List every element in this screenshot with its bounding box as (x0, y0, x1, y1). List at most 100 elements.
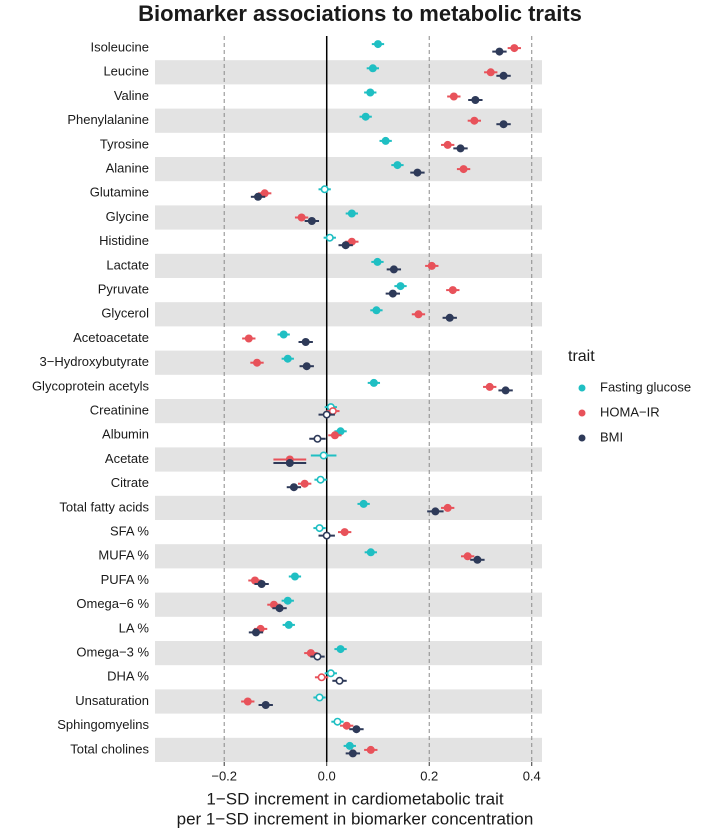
point (359, 499, 368, 508)
point (335, 676, 344, 685)
x-axis-title: per 1−SD increment in biomarker concentr… (177, 809, 534, 828)
point (427, 261, 436, 270)
point (499, 71, 508, 80)
point (347, 237, 356, 246)
point (336, 427, 345, 436)
point (388, 289, 397, 298)
point (302, 362, 311, 371)
point (325, 233, 334, 242)
point (499, 120, 508, 129)
point (254, 192, 263, 201)
point (306, 649, 315, 658)
y-tick-label: Acetoacetate (73, 330, 149, 345)
legend-title: trait (568, 348, 595, 365)
point (322, 531, 331, 540)
row-band (155, 399, 542, 424)
point (320, 185, 329, 194)
point (290, 572, 299, 581)
point (261, 701, 270, 709)
point (445, 313, 454, 322)
row-band (155, 253, 542, 278)
row-band (155, 544, 542, 569)
y-tick-label: Acetate (105, 451, 149, 466)
point (307, 217, 316, 225)
point (413, 168, 422, 177)
point (485, 382, 494, 391)
point (366, 88, 375, 97)
point (389, 265, 398, 274)
point (431, 507, 440, 516)
point (315, 693, 324, 702)
point (316, 475, 325, 484)
point (313, 652, 322, 661)
x-tick-label: 0.0 (318, 768, 336, 783)
legend-marker (578, 434, 586, 442)
point (244, 334, 253, 343)
y-tick-label: Glycoprotein acetyls (32, 378, 150, 393)
legend-marker (578, 384, 586, 392)
point (471, 96, 480, 104)
point (456, 144, 465, 153)
y-tick-label: Alanine (106, 161, 149, 176)
point (322, 410, 331, 419)
y-tick-label: Leucine (103, 64, 149, 79)
y-tick-label: Histidine (99, 233, 149, 248)
point (366, 745, 375, 754)
row-band (155, 60, 542, 85)
point (414, 310, 423, 319)
point (313, 434, 322, 443)
y-tick-label: Total cholines (70, 741, 149, 756)
chart-title: Biomarker associations to metabolic trai… (138, 1, 582, 26)
point (279, 330, 288, 339)
point (250, 576, 259, 585)
point (352, 725, 361, 734)
point (372, 306, 381, 315)
legend-label: Fasting glucose (600, 379, 691, 394)
row-band (155, 641, 542, 666)
y-tick-label: Citrate (111, 475, 149, 490)
y-tick-label: PUFA % (101, 572, 150, 587)
y-tick-label: Pyruvate (98, 282, 149, 297)
y-tick-label: Total fatty acids (59, 499, 149, 514)
y-tick-label: Glycine (106, 209, 149, 224)
point (443, 140, 452, 149)
point (473, 555, 482, 564)
point (501, 386, 510, 395)
y-tick-label: LA % (119, 620, 150, 635)
point (345, 741, 354, 750)
row-band (155, 205, 542, 230)
y-tick-label: Tyrosine (100, 136, 149, 151)
point (342, 721, 351, 730)
point (301, 338, 310, 346)
x-axis-title: 1−SD increment in cardiometabolic trait (206, 789, 503, 808)
row-band (155, 495, 542, 520)
y-tick-label: MUFA % (98, 548, 149, 563)
point (448, 286, 457, 295)
point (393, 161, 402, 170)
point (396, 282, 405, 291)
point (486, 68, 495, 77)
point (283, 354, 292, 363)
y-tick-label: DHA % (107, 669, 149, 684)
point (340, 528, 349, 537)
point (260, 189, 269, 198)
row-band (155, 157, 542, 182)
point (463, 552, 472, 561)
point (330, 431, 339, 440)
point (284, 620, 293, 629)
point (347, 209, 356, 218)
point (326, 669, 335, 678)
y-tick-label: 3−Hydroxybutyrate (40, 354, 149, 369)
y-tick-label: SFA % (110, 524, 149, 539)
y-tick-label: Valine (114, 88, 149, 103)
y-tick-label: Omega−3 % (76, 645, 149, 660)
point (315, 524, 324, 533)
point (369, 378, 378, 387)
row-band (155, 737, 542, 762)
row-band (155, 689, 542, 714)
row-band (155, 302, 542, 327)
point (257, 580, 266, 588)
point (449, 92, 458, 101)
point (373, 257, 382, 266)
